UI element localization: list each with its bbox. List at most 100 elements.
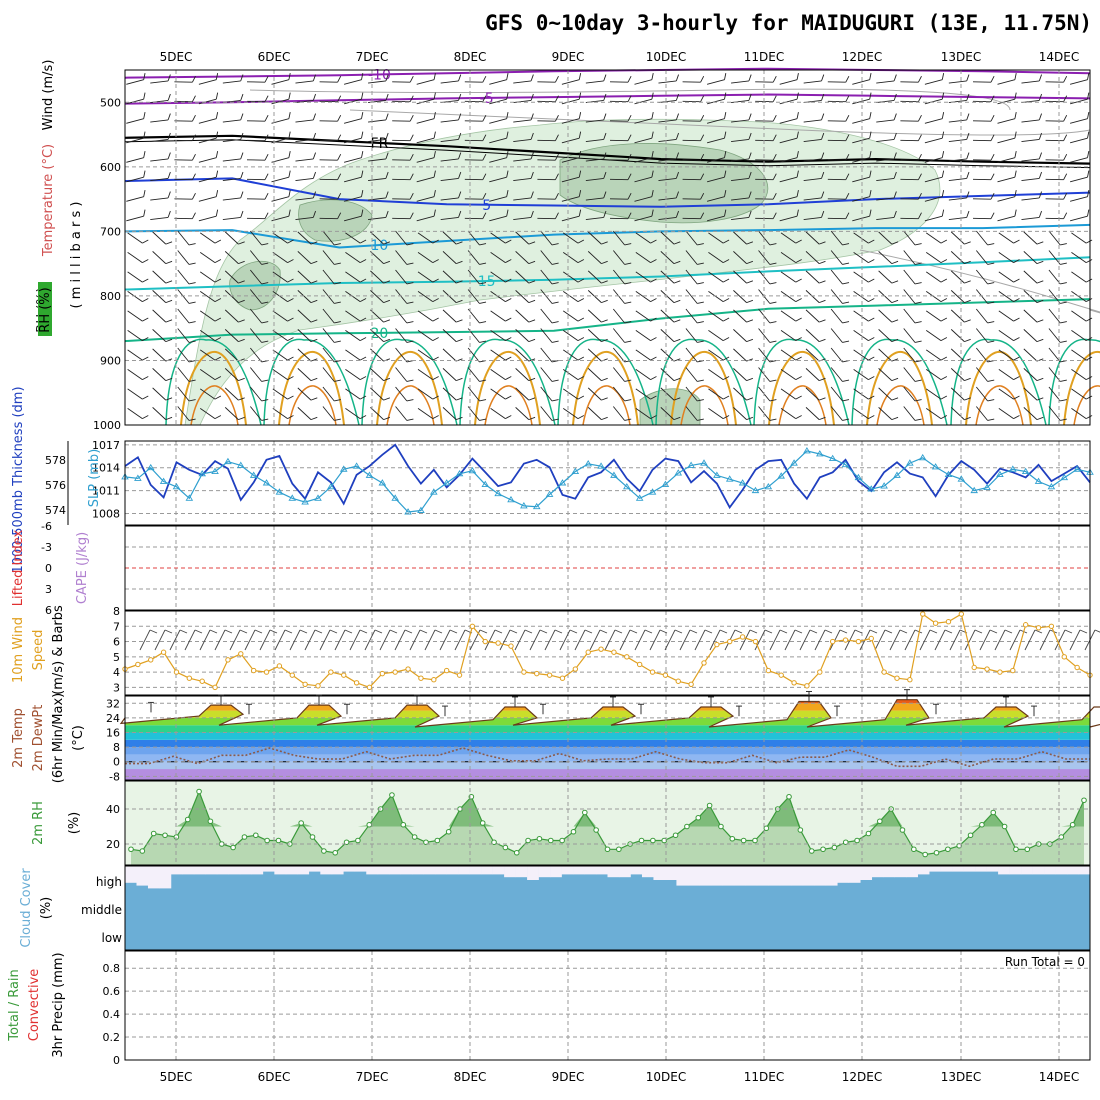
barb-flag [434, 629, 443, 634]
barb-shaft [440, 80, 459, 84]
wind-barb [490, 271, 512, 283]
barb-flag [191, 212, 196, 219]
rh-point [593, 827, 599, 833]
barb-flag [651, 209, 654, 217]
barb-shaft [152, 387, 167, 401]
barb-shaft [950, 290, 965, 303]
wind-barb [900, 193, 922, 200]
wind-barb [295, 171, 317, 182]
barb-shaft [222, 197, 241, 201]
barb-flag [821, 132, 825, 140]
barb-shaft [1023, 387, 1038, 401]
barb-shaft [490, 349, 506, 361]
wind-barb [950, 231, 971, 245]
barb-flag [1060, 379, 1067, 382]
barb-flag [238, 241, 245, 245]
barb-flag [577, 317, 585, 322]
barb-flag [722, 337, 730, 342]
wind-barb [417, 271, 439, 283]
barb-shaft [1048, 367, 1061, 382]
wind-barb [513, 113, 534, 123]
barb-flag [914, 418, 922, 421]
slp-point [352, 462, 361, 469]
barb-flag [528, 338, 536, 343]
barb-flag [990, 212, 995, 219]
barb-flag [406, 360, 414, 363]
barb-flag [194, 629, 203, 634]
barb-flag [1087, 92, 1090, 100]
wind-barb [368, 152, 389, 162]
wind-barb [424, 629, 443, 651]
barb-flag [650, 376, 657, 381]
cloud-high-gap [768, 866, 781, 886]
barb-shaft [272, 232, 288, 244]
rh-point [865, 830, 872, 837]
barb-flag [821, 74, 825, 82]
wind-speed-point [135, 661, 141, 668]
wind-barb [585, 171, 607, 182]
y-axis-label: (m/s) & Barbs [51, 605, 66, 695]
barb-shaft [950, 329, 965, 342]
wind-barb [126, 170, 146, 183]
barb-shaft [1021, 177, 1040, 182]
barb-shaft [805, 329, 820, 342]
barb-flag [482, 95, 487, 102]
barb-flag [769, 399, 777, 402]
barb-shaft [1039, 629, 1051, 651]
wind-barb [731, 74, 752, 84]
wind-barb [370, 368, 391, 382]
barb-flag [842, 399, 850, 402]
wind-barb [540, 289, 559, 304]
barb-flag [554, 193, 559, 200]
isotherm-line [124, 134, 1091, 165]
rh-point [1013, 846, 1019, 853]
wind-barb [319, 134, 342, 142]
wind-barb [975, 367, 995, 382]
y-axis-label-part: 1000-500mb Thickness (dm) [11, 386, 26, 573]
barb-shaft [708, 388, 724, 400]
wind-barb [199, 629, 218, 651]
barb-flag [796, 151, 799, 158]
barb-shaft [198, 176, 217, 183]
barb-shaft [540, 250, 553, 265]
barb-flag [675, 93, 680, 101]
wind-barb [222, 210, 244, 221]
wind-barb [1069, 170, 1090, 183]
barb-shaft [805, 231, 820, 245]
wind-barb [1045, 193, 1068, 200]
wind-speed-point [1074, 664, 1080, 671]
barb-flag [1063, 193, 1068, 200]
wind-barb [708, 329, 730, 342]
wind-barb [295, 93, 317, 104]
barb-flag [432, 395, 439, 400]
barb-shaft [561, 157, 580, 163]
temp-band [125, 699, 1090, 704]
wind-barb [1069, 190, 1090, 202]
barb-flag [964, 377, 971, 382]
rh-point [911, 846, 917, 853]
barb-shaft [515, 251, 530, 264]
wind-barb [343, 73, 364, 85]
barb-shaft [395, 269, 408, 285]
cloud-high-gap [618, 866, 631, 878]
barb-shaft [370, 329, 384, 342]
wind-barb [395, 328, 414, 343]
wind-tick-label: 7 [113, 620, 120, 633]
barb-flag [764, 629, 773, 634]
barb-shaft [127, 407, 143, 420]
wind-speed-point [739, 634, 746, 640]
barb-shaft [370, 348, 384, 362]
barb-flag [287, 395, 294, 400]
wind-barb [852, 190, 872, 202]
barb-flag [627, 76, 632, 83]
barb-shaft [322, 250, 335, 265]
barb-flag [142, 337, 149, 342]
barb-flag [264, 95, 269, 102]
barb-shaft [924, 157, 943, 163]
barb-shaft [126, 196, 144, 202]
barb-flag [240, 191, 244, 199]
wind-barb [903, 367, 922, 382]
barb-flag [1014, 73, 1017, 80]
